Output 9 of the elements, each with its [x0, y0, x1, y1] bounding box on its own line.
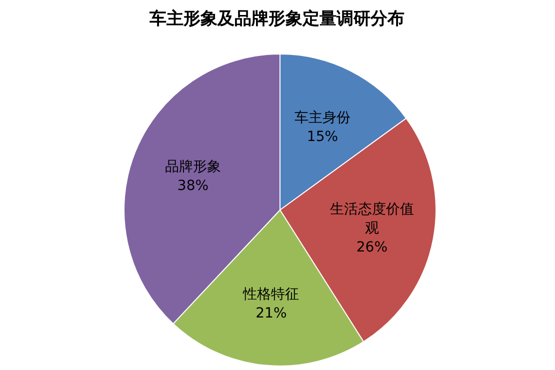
data-label: 38%	[177, 178, 209, 194]
data-label: 15%	[306, 129, 338, 146]
data-label: 26%	[356, 240, 388, 256]
slice-label: 性格特征	[242, 286, 300, 303]
chart-title: 车主形象及品牌形象定量调研分布	[148, 9, 404, 29]
slice-label: 生活态度价值观	[330, 202, 414, 237]
data-label: 21%	[256, 306, 287, 322]
slice-label: 车主身份	[294, 110, 350, 126]
slice-label: 品牌形象	[164, 159, 221, 176]
